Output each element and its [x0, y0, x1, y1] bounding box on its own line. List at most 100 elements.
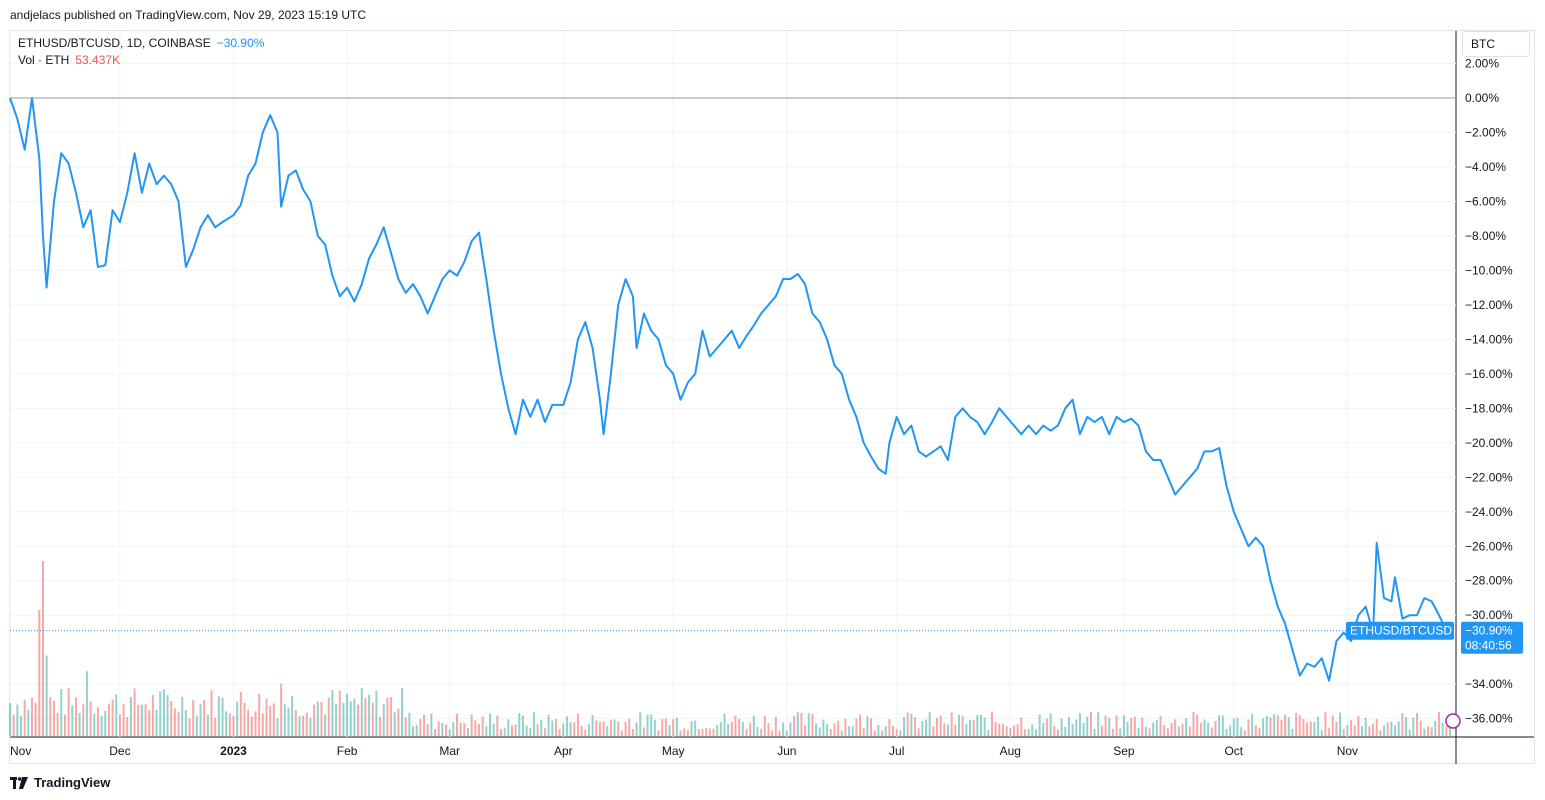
volume-bar [1430, 726, 1433, 736]
x-tick-label: Sep [1113, 744, 1135, 758]
volume-bar [349, 701, 352, 736]
volume-bar [67, 688, 70, 736]
volume-bar [1137, 728, 1140, 736]
volume-bar [503, 728, 506, 736]
volume-bar [976, 715, 979, 736]
volume-bar [730, 721, 733, 736]
volume-bar [1034, 729, 1037, 736]
volume-bar [591, 715, 594, 736]
volume-bar [390, 697, 393, 736]
volume-bar [1144, 726, 1147, 736]
volume-bar [474, 720, 477, 736]
volume-bar [1045, 718, 1048, 736]
volume-bar [939, 715, 942, 736]
volume-bar [305, 712, 308, 736]
volume-bar [1071, 723, 1074, 736]
volume-bar [1060, 718, 1063, 736]
volume-bar [1012, 725, 1015, 736]
volume-bar [1192, 712, 1195, 736]
volume-bar [1251, 714, 1254, 736]
volume-bar [1042, 722, 1045, 736]
x-tick-label: Aug [1000, 744, 1021, 758]
volume-bar [393, 712, 396, 736]
volume-bar [866, 716, 869, 736]
volume-bar [239, 691, 242, 736]
volume-bar [1196, 714, 1199, 736]
x-tick-label: May [662, 744, 685, 758]
volume-bar [1016, 724, 1019, 736]
volume-bar [606, 726, 609, 736]
volume-bar [437, 721, 440, 736]
volume-bar [214, 717, 217, 736]
volume-bar [1405, 717, 1408, 736]
volume-bar [195, 715, 198, 736]
volume-bar [873, 730, 876, 736]
volume-bar [1423, 728, 1426, 736]
volume-bar [298, 716, 301, 736]
volume-bar [881, 730, 884, 736]
volume-bar [928, 712, 931, 736]
volume-bar [657, 730, 660, 736]
volume-bar [778, 730, 781, 736]
volume-bar [906, 712, 909, 736]
volume-bar [646, 714, 649, 736]
volume-bar [1221, 715, 1224, 736]
volume-bar [401, 688, 404, 736]
volume-bar [752, 715, 755, 736]
volume-bar [9, 703, 11, 736]
volume-bar [1236, 717, 1239, 736]
volume-bar [496, 715, 499, 736]
volume-bar [738, 718, 741, 736]
volume-bar [1258, 728, 1261, 736]
y-tick-label: −2.00% [1465, 125, 1506, 139]
volume-bar [708, 728, 711, 736]
volume-bar [1159, 716, 1162, 736]
volume-bar [1269, 717, 1272, 736]
volume-bar [683, 728, 686, 736]
volume-bar [346, 693, 349, 736]
volume-bar [302, 715, 305, 736]
volume-bar [833, 723, 836, 736]
volume-bar [1185, 718, 1188, 736]
legend-symbol-row[interactable]: ETHUSD/BTCUSD, 1D, COINBASE −30.90% [18, 36, 264, 50]
volume-bar [521, 715, 524, 736]
branding[interactable]: TradingView [10, 775, 110, 790]
volume-bar [217, 696, 220, 736]
volume-bar [1166, 728, 1169, 736]
x-tick-label: Oct [1224, 744, 1243, 758]
volume-bar [320, 701, 323, 736]
volume-bar [107, 703, 110, 736]
volume-bar [60, 688, 63, 736]
volume-bar [162, 689, 165, 736]
y-tick-label: −24.00% [1465, 505, 1513, 519]
volume-bar [1214, 720, 1217, 736]
volume-bar [41, 561, 44, 736]
volume-bar [884, 726, 887, 736]
volume-bar [1353, 725, 1356, 736]
volume-bar [1419, 720, 1422, 736]
volume-bar [1280, 719, 1283, 736]
volume-bar [118, 714, 121, 736]
price-tag-label: ETHUSD/BTCUSD [1350, 624, 1452, 638]
volume-bar [100, 715, 103, 736]
x-tick-label: Nov [10, 744, 31, 758]
volume-bar [888, 718, 891, 736]
y-tick-label: 2.00% [1465, 57, 1499, 71]
volume-bar [184, 710, 187, 736]
volume-bar [1394, 725, 1397, 736]
volume-bar [756, 726, 759, 736]
volume-bar [1031, 724, 1034, 736]
volume-bar [34, 702, 37, 736]
volume-bar [782, 722, 785, 736]
volume-bar [1401, 713, 1404, 736]
currency-button[interactable]: BTC [1462, 31, 1530, 57]
legend-volume-row[interactable]: Vol · ETH 53.437K [18, 53, 120, 67]
volume-bar [1342, 728, 1345, 736]
volume-bar [353, 698, 356, 736]
volume-bar [1372, 723, 1375, 736]
volume-bar [151, 695, 154, 736]
volume-bar [1309, 721, 1312, 736]
volume-bar [122, 704, 125, 736]
volume-bar [903, 717, 906, 736]
